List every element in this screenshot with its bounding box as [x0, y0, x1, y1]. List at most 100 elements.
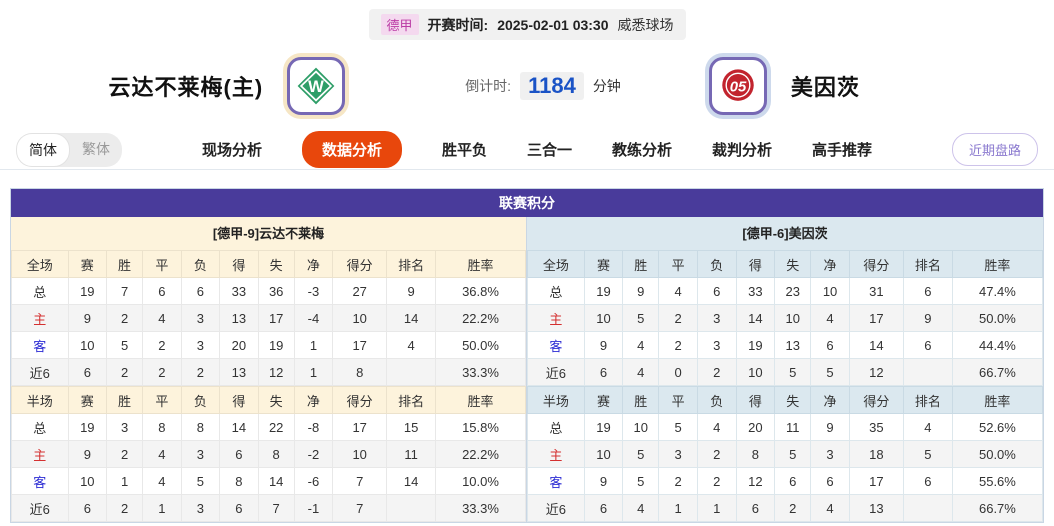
stat-cell: 5 [774, 440, 812, 468]
stat-cell: 3 [696, 331, 737, 359]
column-header-row: 半场赛胜平负得失净得分 排名 胜率 [527, 386, 1044, 414]
stat-cell: 2 [142, 358, 182, 386]
stat-cell: 6 [67, 358, 108, 386]
kickoff-time: 2025-02-01 03:30 [497, 16, 609, 33]
stat-cell: 36.8% [435, 277, 526, 305]
stat-cell: 14 [735, 304, 776, 332]
stat-cell: 3 [180, 494, 221, 522]
column-header: 失 [774, 250, 812, 278]
stat-cell: 12 [735, 467, 776, 495]
column-header-row: 全场赛胜平负得失净得分 排名 胜率 [527, 250, 1044, 278]
stat-cell: 9 [583, 331, 624, 359]
stat-cell: 6 [219, 440, 259, 468]
column-header: 平 [658, 250, 698, 278]
table-row: 近6 6 4 1 1 6 2 4 13 66.7% [527, 494, 1044, 522]
column-header: 胜 [106, 250, 144, 278]
stat-cell: 7 [332, 467, 388, 495]
column-header: 失 [257, 250, 295, 278]
stat-cell: 3 [180, 331, 221, 359]
stat-cell: 20 [219, 331, 259, 359]
stat-cell: 36 [257, 277, 295, 305]
stat-cell: 5 [810, 358, 850, 386]
nav-tab-3[interactable]: 三合一 [526, 142, 572, 159]
stat-cell: 6 [180, 277, 221, 305]
stat-cell: 12 [257, 358, 295, 386]
nav-tab-6[interactable]: 高手推荐 [812, 142, 873, 159]
away-team-logo: 05 [708, 57, 767, 115]
stat-cell: 33 [735, 277, 776, 305]
row-label: 客 [11, 331, 69, 359]
stats-table: 全场赛胜平负得失净得分 排名 胜率总 19 9 4 6 33 23 10 31 6 47.4% 主 10 5 2… [527, 250, 1044, 386]
nav-tab-1[interactable]: 数据分析 [301, 131, 402, 168]
table-row: 近6 6 4 0 2 10 5 5 12 66.7% [527, 358, 1044, 386]
column-header: 负 [180, 386, 221, 414]
stat-cell: 2 [106, 440, 144, 468]
countdown-unit: 分钟 [592, 78, 621, 94]
column-header: 失 [257, 386, 295, 414]
venue: 威悉球场 [617, 16, 674, 33]
stat-cell: 19 [735, 331, 776, 359]
language-toggle[interactable]: 简体 繁体 [16, 132, 122, 167]
panel-title: 联赛积分 [11, 189, 1043, 217]
stat-cell: 6 [142, 277, 182, 305]
mainz-05-icon: 05 [722, 69, 754, 101]
stat-cell: 17 [848, 304, 904, 332]
match-header: 云达不莱梅(主) W 倒计时: 1184 分钟 05 美 [0, 44, 1054, 128]
column-header: 平 [142, 250, 182, 278]
topbar: 德甲 开赛时间: 2025-02-01 03:30 威悉球场 [0, 0, 1054, 40]
nav-tab-5[interactable]: 裁判分析 [712, 142, 773, 159]
stat-cell: 14 [386, 304, 436, 332]
column-header: 胜率 [435, 386, 526, 414]
stat-cell: 10 [583, 440, 624, 468]
stat-cell: 3 [810, 440, 850, 468]
column-header: 净 [810, 386, 850, 414]
lang-simplified-button[interactable]: 简体 [16, 132, 70, 167]
stat-cell: 2 [142, 331, 182, 359]
stat-cell: 10 [774, 304, 812, 332]
navbar: 简体 繁体 现场分析 数据分析 胜平负 三合一 教练分析 裁判分析 高手推荐 近期盘路 [0, 130, 1054, 170]
table-row: 主 9 2 4 3 13 17 -4 10 14 22.2% [11, 304, 526, 332]
column-header: 净 [810, 250, 850, 278]
nav-tab-2[interactable]: 胜平负 [441, 142, 487, 159]
lang-traditional-button[interactable]: 繁体 [82, 140, 110, 157]
stat-cell: 8 [180, 413, 221, 441]
stat-cell: 33.3% [435, 358, 526, 386]
stats-table: 半场赛胜平负得失净得分 排名 胜率总 19 10 5 4 20 11 9 35 4 52.6% 主 10 5 3… [527, 386, 1044, 522]
stat-cell: 52.6% [951, 413, 1044, 441]
stat-cell: 3 [106, 413, 144, 441]
stats-table: 半场赛胜平负得失净得分 排名 胜率总 19 3 8 8 14 22 -8 17 15 15.8% 主 9 2 4… [11, 386, 526, 522]
table-row: 客 9 4 2 3 19 13 6 14 6 44.4% [527, 331, 1044, 359]
stat-cell: -3 [293, 277, 334, 305]
nav-tab-4[interactable]: 教练分析 [612, 142, 673, 159]
stat-cell: 9 [810, 413, 850, 441]
column-header: 胜率 [951, 250, 1044, 278]
stat-cell: 2 [180, 358, 221, 386]
standings-home: [德甲-9]云达不莱梅 全场赛胜平负得失净得分 排名 胜率总 19 7 6 6 33 36 -3 2… [11, 217, 527, 522]
stat-cell: 4 [622, 494, 660, 522]
nav-tab-0[interactable]: 现场分析 [201, 142, 262, 159]
recent-trend-button[interactable]: 近期盘路 [951, 133, 1038, 166]
stat-cell: -1 [293, 494, 334, 522]
stat-cell: 66.7% [951, 358, 1044, 386]
stat-cell: 3 [180, 440, 221, 468]
stat-cell: 2 [696, 467, 737, 495]
column-header: 半场 [11, 386, 69, 414]
row-label: 近6 [11, 358, 69, 386]
stat-cell: 9 [583, 467, 624, 495]
stat-cell: 5 [622, 304, 660, 332]
column-header: 负 [696, 250, 737, 278]
stat-cell: 13 [219, 304, 259, 332]
stat-cell: 9 [386, 277, 436, 305]
stat-cell: 6 [810, 331, 850, 359]
stat-cell: 17 [848, 467, 904, 495]
column-header: 胜率 [951, 386, 1044, 414]
standings-halves: [德甲-9]云达不莱梅 全场赛胜平负得失净得分 排名 胜率总 19 7 6 6 33 36 -3 2… [11, 217, 1044, 522]
column-header: 平 [658, 386, 698, 414]
stat-cell: 8 [142, 413, 182, 441]
column-header: 净 [293, 386, 334, 414]
stat-cell: 4 [142, 440, 182, 468]
row-label: 主 [11, 440, 69, 468]
column-header: 胜 [106, 386, 144, 414]
row-label: 主 [527, 304, 585, 332]
stat-cell: 3 [658, 440, 698, 468]
